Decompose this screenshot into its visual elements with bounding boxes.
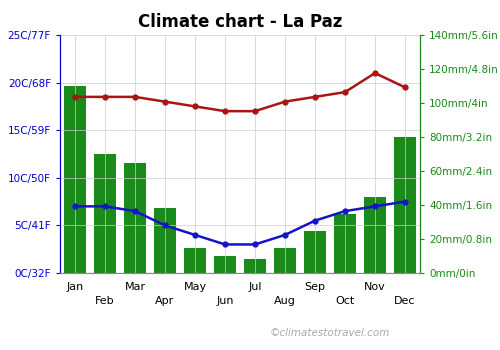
Text: ©climatestotravel.com: ©climatestotravel.com (270, 328, 390, 338)
Text: May: May (184, 282, 206, 292)
Text: Sep: Sep (304, 282, 326, 292)
Bar (64, 86, 86, 273)
Text: Feb: Feb (95, 296, 115, 306)
Bar (154, 208, 176, 273)
Bar (274, 247, 296, 273)
Text: Nov: Nov (364, 282, 386, 292)
Bar (364, 196, 386, 273)
Bar (124, 162, 146, 273)
Bar (94, 154, 116, 273)
Title: Climate chart - La Paz: Climate chart - La Paz (138, 13, 342, 31)
Text: Jun: Jun (216, 296, 234, 306)
Text: Dec: Dec (394, 296, 415, 306)
Bar (394, 137, 416, 273)
Bar (214, 256, 236, 273)
Text: Mar: Mar (124, 282, 146, 292)
Text: Oct: Oct (336, 296, 354, 306)
Bar (184, 247, 206, 273)
Text: Apr: Apr (156, 296, 174, 306)
Text: Aug: Aug (274, 296, 296, 306)
Bar (334, 214, 356, 273)
Bar (304, 231, 326, 273)
Text: Jan: Jan (66, 282, 84, 292)
Bar (244, 259, 266, 273)
Text: Jul: Jul (248, 282, 262, 292)
